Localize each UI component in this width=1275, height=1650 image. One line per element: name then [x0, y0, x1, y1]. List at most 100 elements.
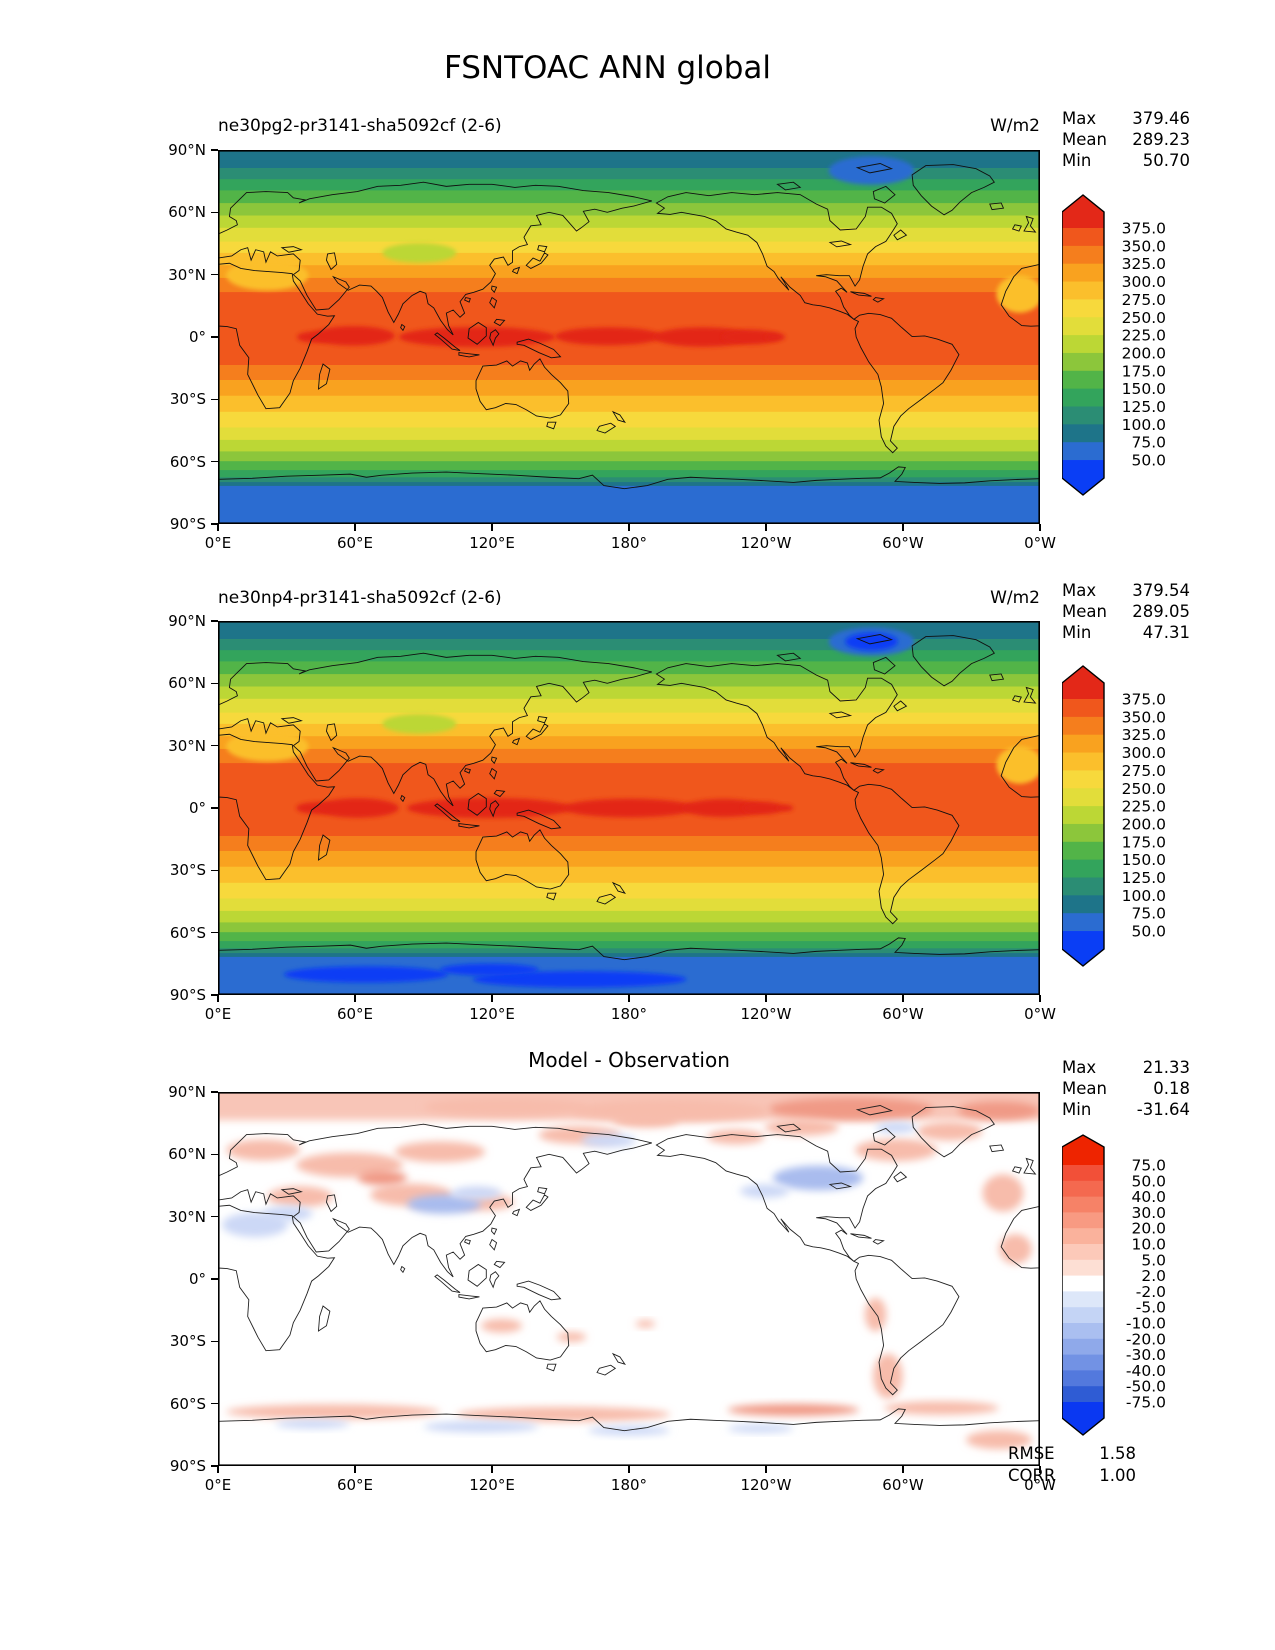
- x-tick-label: 180°: [610, 534, 648, 552]
- panel1-map: [218, 150, 1040, 524]
- latitude-band: [218, 639, 1040, 651]
- y-tick-mark: [211, 1278, 218, 1280]
- colorbar-segment: [1062, 859, 1104, 878]
- y-tick-label: 30°S: [169, 390, 206, 409]
- metric-row: CORR 1.00: [1008, 1465, 1136, 1487]
- colorbar-tick-label: 100.0: [1122, 416, 1166, 434]
- map-border: [218, 150, 1040, 524]
- y-tick-label: 90°N: [168, 141, 206, 159]
- colorbar-tick-label: -75.0: [1126, 1394, 1166, 1412]
- y-tick-label: 0°: [188, 799, 206, 817]
- colorbar-segment: [1062, 1338, 1104, 1356]
- y-tick-label: 30°N: [168, 736, 206, 755]
- x-tick-mark: [217, 995, 219, 1002]
- x-tick-label: 60°W: [882, 534, 924, 552]
- y-tick-label: 30°N: [168, 265, 206, 284]
- colorbar-tick-label: 50.0: [1131, 923, 1166, 941]
- y-tick-mark: [211, 149, 218, 151]
- colorbar-extend-min: [1062, 1418, 1104, 1435]
- colorbar-segment: [1062, 442, 1104, 461]
- regional-anomaly: [382, 243, 457, 263]
- diff-anomaly-blob: [456, 1406, 671, 1422]
- colorbar-tick-label: 100.0: [1122, 887, 1166, 905]
- map-border: [218, 1092, 1040, 1466]
- x-tick-mark: [1039, 1466, 1041, 1473]
- latitude-band: [218, 461, 1040, 471]
- diff-anomaly-blob: [481, 1319, 523, 1333]
- diff-anomaly-blob: [226, 1139, 301, 1161]
- colorbar-segment: [1062, 460, 1104, 479]
- latitude-band: [218, 736, 1040, 750]
- colorbar-tick-label: -40.0: [1126, 1362, 1166, 1380]
- x-tick-label: 120°E: [469, 1476, 515, 1494]
- colorbar-segment: [1062, 1275, 1104, 1292]
- colorbar-extend-min: [1062, 949, 1104, 966]
- metric-label: CORR: [1008, 1466, 1056, 1485]
- equatorial-max-blob: [398, 326, 556, 348]
- stat-row: Mean 0.18: [1062, 1078, 1190, 1099]
- metric-value: 1.00: [1099, 1466, 1136, 1485]
- colorbar-tick-label: 300.0: [1122, 744, 1166, 762]
- x-tick-label: 180°: [610, 1005, 648, 1023]
- y-tick-label: 0°: [188, 1270, 206, 1288]
- y-tick-mark: [211, 1215, 218, 1218]
- colorbar-tick-label: 75.0: [1131, 434, 1166, 452]
- diff-anomaly-blob: [612, 1112, 679, 1128]
- colorbar-segment: [1062, 335, 1104, 354]
- x-tick-label: 60°E: [336, 534, 374, 552]
- stat-label: Min: [1062, 151, 1092, 170]
- colorbar-segment: [1062, 1354, 1104, 1371]
- latitude-band: [218, 252, 1040, 266]
- colorbar-segment: [1062, 228, 1104, 247]
- x-tick-mark: [354, 524, 356, 531]
- colorbar-segment: [1062, 895, 1104, 914]
- stat-label: Mean: [1062, 130, 1107, 149]
- stat-label: Max: [1062, 581, 1097, 600]
- panel2-stats: Max 379.54 Mean 289.05 Min 47.31: [1062, 580, 1190, 643]
- colorbar-tick-label: 200.0: [1122, 344, 1166, 362]
- metric-value: 1.58: [1099, 1444, 1136, 1463]
- y-tick-mark: [211, 1465, 218, 1467]
- colorbar-tick-label: 350.0: [1122, 708, 1166, 726]
- latitude-band: [218, 411, 1040, 429]
- colorbar-tick-label: 30.0: [1131, 1204, 1166, 1222]
- colorbar-tick-label: 2.0: [1141, 1267, 1166, 1285]
- colorbar-tick-label: 50.0: [1131, 1172, 1166, 1190]
- colorbar-tick-label: -5.0: [1136, 1299, 1166, 1317]
- stat-value: 0.18: [1153, 1079, 1190, 1098]
- latitude-band: [218, 836, 1040, 852]
- stat-label: Max: [1062, 1058, 1097, 1077]
- panel3-metrics: RMSE 1.58 CORR 1.00: [1008, 1443, 1136, 1487]
- colorbar-segment: [1062, 1259, 1104, 1277]
- diff-anomaly-blob: [394, 1141, 486, 1163]
- y-tick-label: 60°S: [169, 452, 206, 471]
- x-tick-mark: [902, 995, 904, 1002]
- stat-value: 47.31: [1142, 623, 1190, 642]
- y-tick-mark: [211, 744, 218, 747]
- colorbar-segment: [1062, 299, 1104, 318]
- y-tick-mark: [211, 523, 218, 525]
- panel3-title: Model - Observation: [528, 1048, 730, 1072]
- colorbar-tick-label: 375.0: [1122, 220, 1166, 238]
- latitude-band: [218, 866, 1040, 884]
- colorbar-segment: [1062, 1323, 1104, 1340]
- panel1-colorbar: 375.0 350.0 325.0 300.0 275.0 250.0 225.0 200.0…: [1062, 190, 1172, 502]
- colorbar-tick-label: -50.0: [1126, 1378, 1166, 1396]
- x-tick-label: 120°E: [469, 1005, 515, 1023]
- colorbar-tick-label: 125.0: [1122, 869, 1166, 887]
- stat-value: 21.33: [1142, 1058, 1190, 1077]
- colorbar-tick-label: 75.0: [1131, 905, 1166, 923]
- diff-anomaly-blob: [423, 1421, 539, 1433]
- colorbar-tick-label: 40.0: [1131, 1188, 1166, 1206]
- colorbar-segment: [1062, 806, 1104, 825]
- greenland-low-core: [845, 632, 898, 651]
- y-tick-mark: [211, 807, 218, 809]
- latitude-band: [218, 686, 1040, 700]
- latitude-band: [218, 941, 1040, 949]
- x-tick-label: 120°W: [740, 534, 792, 552]
- colorbar-tick-label: 175.0: [1122, 362, 1166, 380]
- colorbar-tick-label: 225.0: [1122, 327, 1166, 345]
- y-tick-label: 60°N: [168, 1145, 206, 1164]
- x-tick-label: 0°W: [1024, 1005, 1056, 1023]
- colorbar-tick-label: 10.0: [1131, 1236, 1166, 1254]
